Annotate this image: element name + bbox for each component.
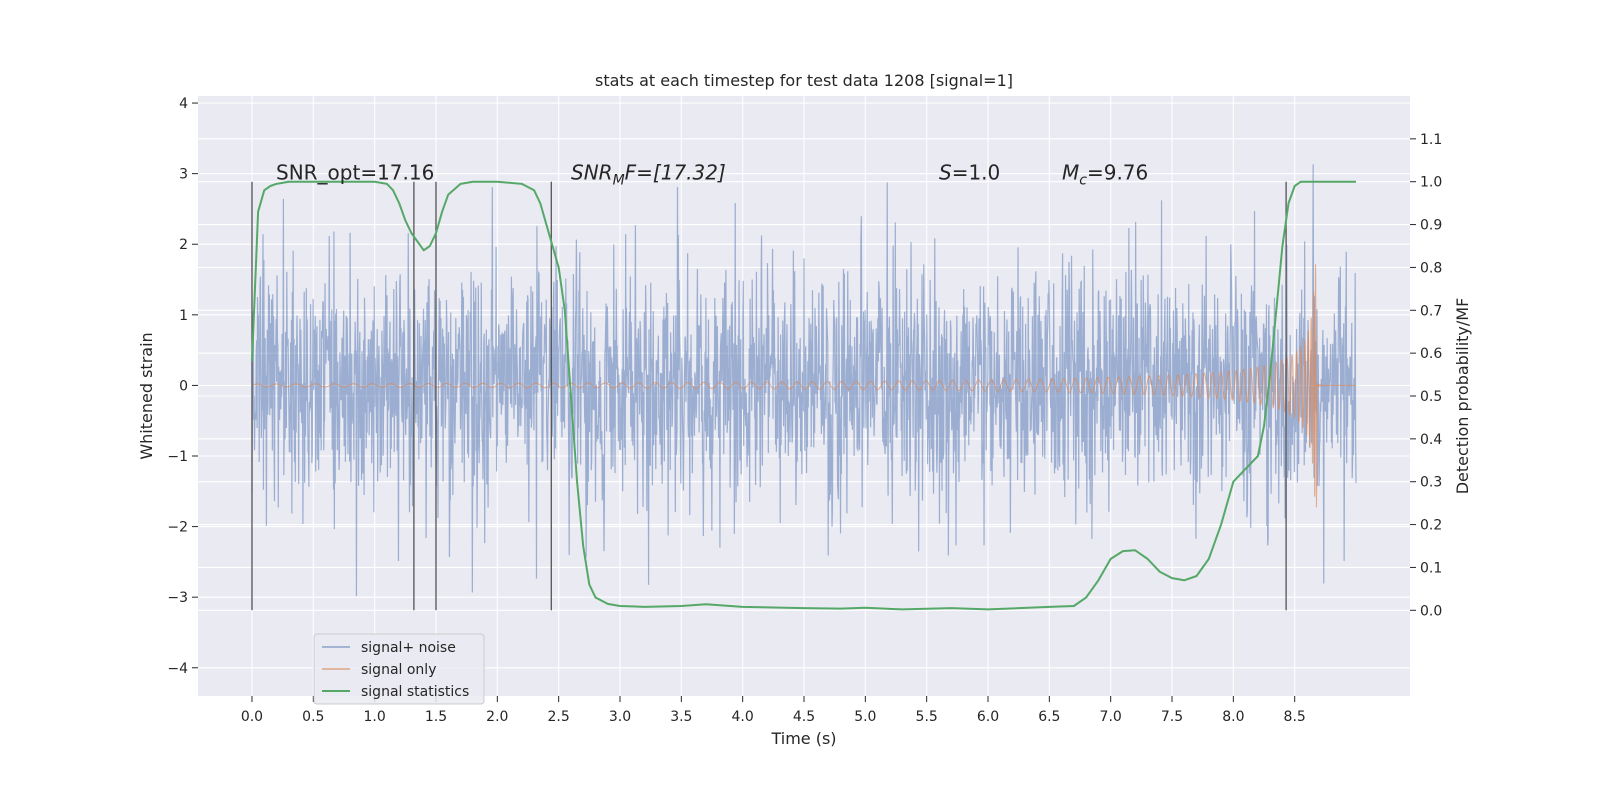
annotation-mc-sub: c [1079,173,1087,189]
y-left-tick-label: 1 [179,308,188,324]
x-tick-label: 6.0 [977,709,999,725]
y-right-tick-label: 0.9 [1420,218,1442,234]
annotation-mc: Mc=9.76 [1062,161,1148,189]
y-right-tick-label: 0.8 [1420,260,1442,276]
x-tick-label: 2.0 [486,709,508,725]
signal-statistics-series [250,180,1357,611]
x-tick-label: 1.5 [425,709,447,725]
y-right-tick-label: 1.0 [1420,175,1442,191]
y-left-tick-label: 0 [179,378,188,394]
x-tick-label: 3.0 [609,709,631,725]
x-tick-label: 5.5 [916,709,938,725]
y-left-tick-label: 3 [179,167,188,183]
y-left-tick-label: 4 [179,96,188,112]
annotation-snr-opt: SNR_opt=17.16 [276,161,434,185]
x-tick-label: 7.0 [1100,709,1122,725]
y-left-tick-label: −1 [167,449,188,465]
y-axis-label-left: Whitened strain [137,332,156,459]
annotation-snr-mf-sub: M [613,173,625,189]
y-right-tick-label: 1.1 [1420,132,1442,148]
y-right-tick-label: 0.6 [1420,346,1442,362]
x-tick-label: 3.5 [670,709,692,725]
annotation-s: S=1.0 [939,161,1000,185]
legend: signal+ noise signal only signal statist… [313,633,485,705]
x-tick-label: 8.5 [1284,709,1306,725]
y-left-tick-label: −4 [167,661,188,677]
annotation-s-rest: =1.0 [952,161,1001,185]
annotation-snr-mf: SNRMF=[17.32] [571,161,726,189]
y-right-tick-label: 0.3 [1420,475,1442,491]
y-right-tick-label: 0.0 [1420,603,1442,619]
x-tick-label: 7.5 [1161,709,1183,725]
y-right-tick-label: 0.7 [1420,303,1442,319]
x-tick-label: 6.5 [1038,709,1060,725]
legend-label-signal-only: signal only [361,662,436,678]
annotation-s-main: S [939,161,952,185]
y-axis-label-right: Detection probability/MF [1453,298,1472,495]
annotation-snr-mf-main: SNR [571,161,613,185]
legend-label-signal-statistics: signal statistics [361,684,469,700]
y-right-tick-label: 0.4 [1420,432,1442,448]
y-right-tick-label: 0.1 [1420,560,1442,576]
y-right-tick-label: 0.5 [1420,389,1442,405]
axis-ticks: 0.0 0.5 1.0 1.5 2.0 2.5 3.0 3.5 4.0 4.5 5.0 5.5 6.0 6… [167,96,1442,725]
annotation-mc-rest: =9.76 [1087,161,1148,185]
y-left-tick-label: 2 [179,237,188,253]
x-tick-label: 5.0 [854,709,876,725]
x-tick-label: 8.0 [1222,709,1244,725]
x-tick-label: 0.0 [241,709,263,725]
annotation-mc-main: M [1062,161,1079,185]
vertical-markers [251,181,1287,611]
x-tick-label: 1.0 [364,709,386,725]
y-left-tick-label: −2 [167,520,188,536]
x-tick-label: 0.5 [302,709,324,725]
annotation-snr-mf-rest: F=[17.32] [625,161,726,185]
x-tick-label: 4.0 [732,709,754,725]
x-axis-label: Time (s) [770,729,836,748]
chart-title: stats at each timestep for test data 120… [595,71,1013,90]
legend-box [313,633,485,705]
signal-statistics-line [250,180,1357,611]
x-tick-label: 2.5 [548,709,570,725]
legend-label-signal-plus-noise: signal+ noise [361,640,456,656]
y-right-tick-label: 0.2 [1420,518,1442,534]
y-left-tick-label: −3 [167,590,188,606]
x-tick-label: 4.5 [793,709,815,725]
